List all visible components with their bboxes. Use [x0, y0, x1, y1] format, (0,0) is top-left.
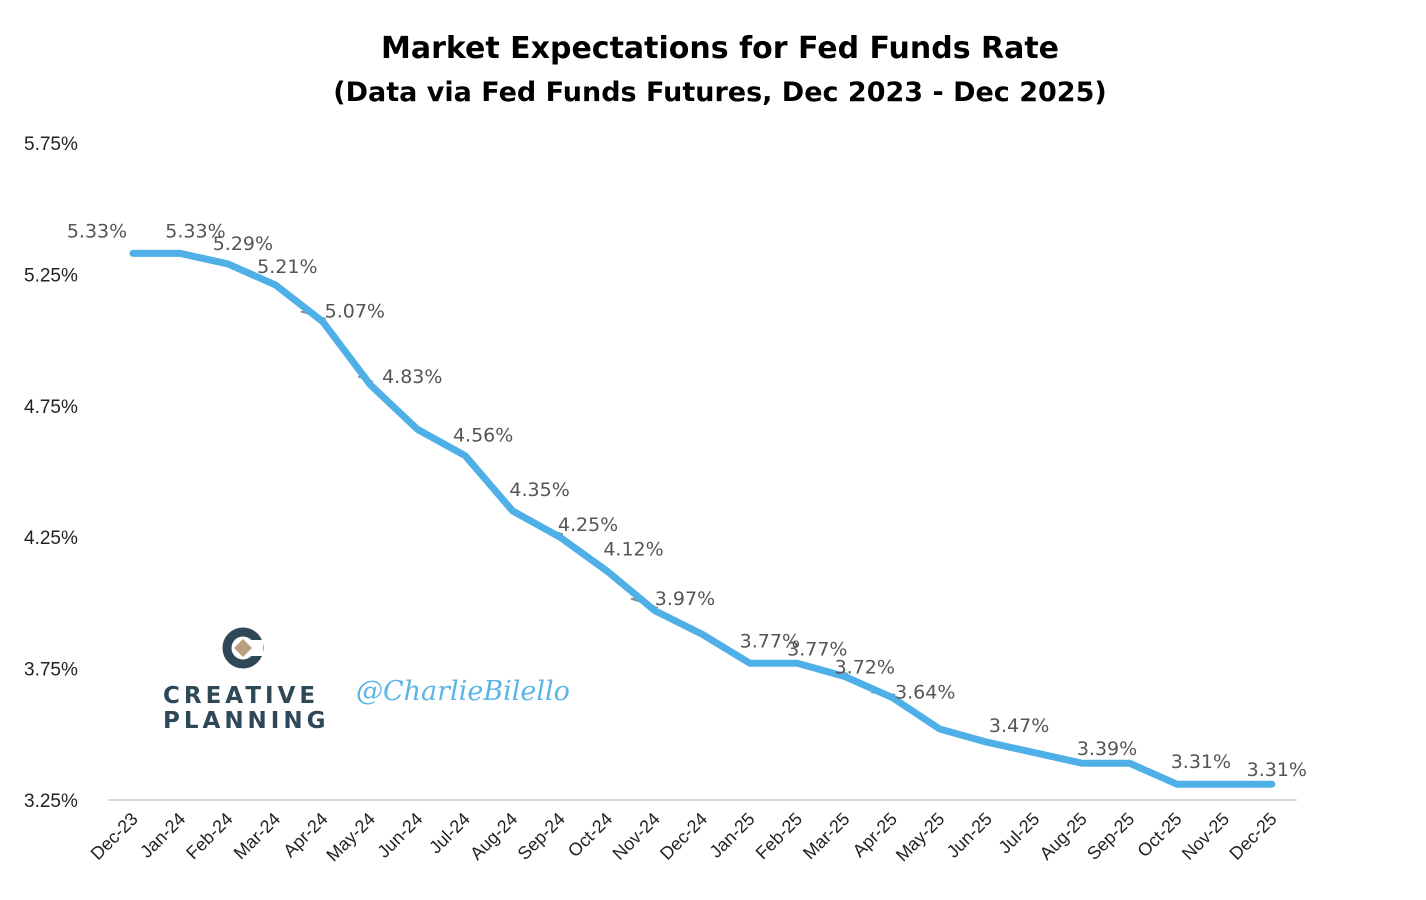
- logo-diamond: [234, 639, 252, 657]
- x-tick-label: Feb-25: [752, 809, 806, 863]
- x-tick-label: Dec-23: [87, 809, 142, 864]
- twitter-handle: @CharlieBilello: [356, 676, 570, 707]
- x-axis-ticks: Dec-23Jan-24Feb-24Mar-24Apr-24May-24Jun-…: [87, 809, 1281, 866]
- y-tick-label: 3.25%: [24, 791, 78, 812]
- x-tick-label: Mar-25: [799, 809, 853, 863]
- x-tick-label: Jan-24: [136, 809, 189, 862]
- data-label: 4.12%: [603, 538, 663, 560]
- logo-line-1: CREATIVE: [163, 683, 319, 709]
- data-label: 5.33%: [165, 220, 225, 242]
- x-tick-label: Jan-25: [706, 809, 759, 862]
- data-label: 3.64%: [895, 682, 955, 704]
- data-label: 3.39%: [1077, 738, 1137, 760]
- logo-line-2: PLANNING: [163, 708, 330, 734]
- y-tick-label: 4.75%: [24, 397, 78, 418]
- x-tick-label: Oct-24: [564, 809, 616, 861]
- data-label: 3.77%: [787, 638, 847, 660]
- y-tick-label: 5.25%: [24, 265, 78, 286]
- x-tick-label: Feb-24: [182, 809, 236, 863]
- chart-subtitle: (Data via Fed Funds Futures, Dec 2023 - …: [333, 77, 1106, 108]
- data-label: 5.21%: [257, 256, 317, 278]
- x-tick-label: Dec-24: [656, 809, 711, 864]
- data-label: 4.83%: [382, 366, 442, 388]
- x-tick-label: Sep-24: [514, 809, 569, 864]
- data-label: 3.72%: [835, 656, 895, 678]
- y-axis-ticks: 5.75% 5.25% 4.75% 4.25% 3.75% 3.25%: [24, 134, 78, 812]
- creative-planning-logo: CREATIVE PLANNING: [163, 627, 330, 734]
- data-label: 4.35%: [509, 479, 569, 501]
- x-tick-label: Nov-24: [609, 809, 664, 864]
- x-tick-label: Sep-25: [1083, 809, 1138, 864]
- series-line: [129, 249, 1276, 788]
- data-label: 5.07%: [325, 301, 385, 323]
- data-label: 5.33%: [67, 220, 127, 242]
- data-label: 3.77%: [740, 630, 800, 652]
- x-tick-label: Jun-25: [943, 809, 996, 862]
- y-tick-label: 4.25%: [24, 528, 78, 549]
- data-label: 3.47%: [989, 715, 1049, 737]
- logo-gap: [247, 640, 263, 656]
- x-tick-label: Mar-24: [230, 809, 284, 863]
- x-tick-label: Oct-25: [1133, 809, 1185, 861]
- x-tick-label: May-24: [322, 809, 379, 866]
- data-label: 3.31%: [1247, 759, 1307, 781]
- y-tick-label: 3.75%: [24, 660, 78, 681]
- data-label: 5.29%: [213, 233, 273, 255]
- x-tick-label: May-25: [892, 809, 949, 866]
- data-label: 3.31%: [1171, 751, 1231, 773]
- x-tick-label: Jun-24: [373, 809, 426, 862]
- logo-c-icon: [222, 627, 264, 669]
- chart-title: Market Expectations for Fed Funds Rate: [381, 31, 1059, 66]
- data-labels: 5.33% 5.33%5.29%5.21%5.07%4.83%4.56%4.35%…: [67, 220, 1307, 781]
- x-tick-label: Dec-25: [1225, 809, 1280, 864]
- x-tick-label: Nov-25: [1178, 809, 1233, 864]
- data-label: 3.97%: [655, 588, 715, 610]
- data-label: 4.56%: [453, 425, 513, 447]
- data-label: 4.25%: [558, 514, 618, 536]
- x-tick-label: Aug-24: [466, 809, 521, 864]
- y-tick-label: 5.75%: [24, 134, 78, 155]
- x-tick-label: Aug-25: [1036, 809, 1091, 864]
